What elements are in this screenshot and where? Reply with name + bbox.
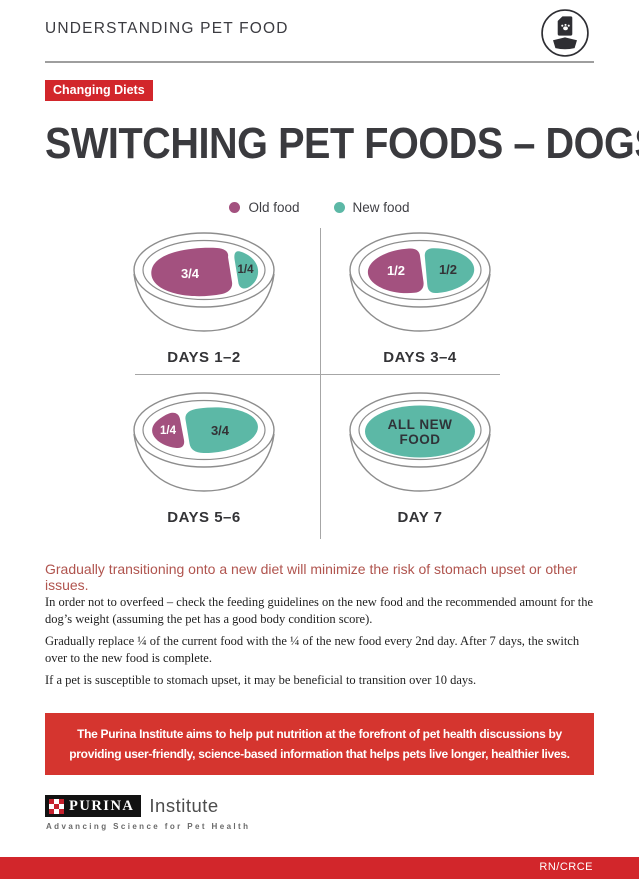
purina-wordmark: PURINA	[69, 797, 135, 814]
bowl-diagram-days-5-6: 1/4 3/4	[133, 392, 275, 492]
bowl-caption: DAYS 5–6	[167, 509, 241, 526]
body-paragraph: Gradually replace ¼ of the current food …	[45, 634, 580, 665]
purina-institute-logo: PURINA Institute	[45, 795, 219, 817]
old-food-fraction: 3/4	[181, 266, 200, 281]
body-paragraph: In order not to overfeed – check the fee…	[45, 595, 594, 626]
purina-checkerboard-icon	[49, 798, 64, 814]
footer-bar: RN/CRCE	[0, 857, 639, 879]
old-food-fraction: 1/4	[160, 425, 177, 437]
purina-logo-plate: PURINA	[45, 795, 142, 817]
grid-vertical-divider	[320, 228, 321, 539]
section-badge: Changing Diets	[45, 80, 153, 101]
page-header-title: UNDERSTANDING PET FOOD	[45, 20, 289, 37]
all-new-food-label-line2: FOOD	[400, 432, 441, 447]
header-divider	[45, 61, 594, 63]
footer-code: RN/CRCE	[539, 861, 593, 873]
new-food-fraction: 1/2	[439, 262, 457, 277]
legend-label: New food	[352, 200, 410, 215]
pet-food-bag-bowl-icon	[541, 9, 589, 57]
bowl-diagram-day-7: ALL NEW FOOD	[349, 392, 491, 492]
new-food-fraction: 3/4	[211, 423, 230, 438]
bowl-diagram-days-3-4: 1/2 1/2	[349, 232, 491, 332]
bowl-diagram-days-1-2: 3/4 1/4	[133, 232, 275, 332]
body-paragraph: If a pet is susceptible to stomach upset…	[45, 673, 477, 687]
purina-institute-callout: The Purina Institute aims to help put nu…	[45, 713, 594, 775]
all-new-food-label-line1: ALL NEW	[388, 417, 453, 432]
legend: Old food New food	[0, 200, 639, 215]
legend-item-old-food: Old food	[229, 200, 300, 215]
page-title: SWITCHING PET FOODS – DOGS	[45, 119, 639, 168]
old-food-fraction: 1/2	[387, 263, 405, 278]
logo-tagline: Advancing Science for Pet Health	[46, 822, 251, 831]
bowl-caption: DAYS 3–4	[383, 349, 457, 366]
old-food-dot-icon	[229, 202, 241, 213]
institute-wordmark: Institute	[149, 795, 219, 816]
new-food-fraction: 1/4	[238, 264, 255, 276]
grid-horizontal-divider	[135, 374, 500, 375]
legend-label: Old food	[248, 200, 300, 215]
legend-item-new-food: New food	[333, 200, 410, 215]
bowl-caption: DAYS 1–2	[167, 349, 241, 366]
bowl-caption: DAY 7	[397, 509, 443, 526]
lead-sentence: Gradually transitioning onto a new diet …	[45, 561, 578, 593]
new-food-dot-icon	[333, 202, 345, 213]
